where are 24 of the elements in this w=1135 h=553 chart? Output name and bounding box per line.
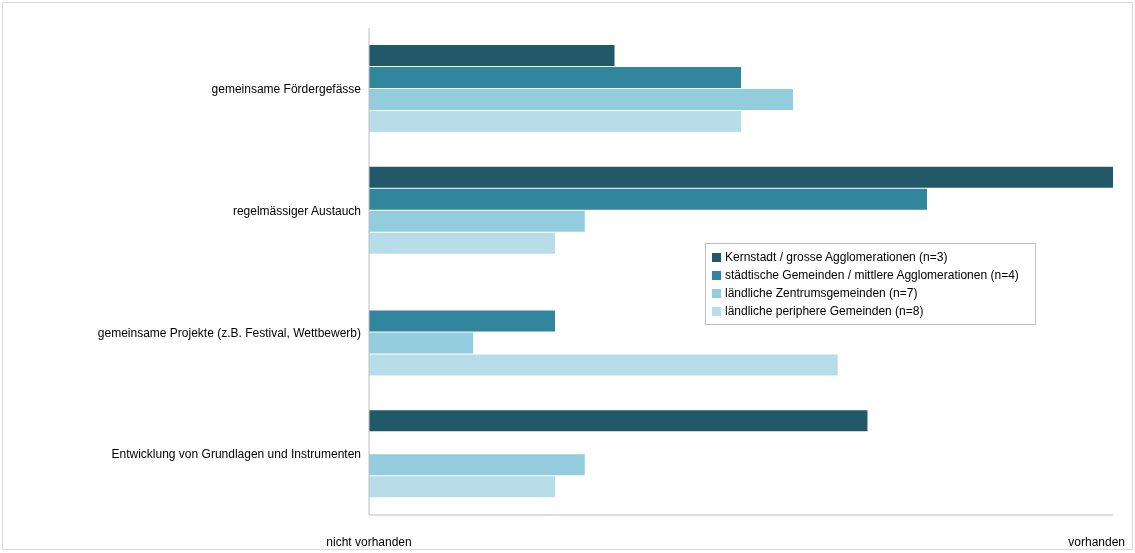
bar (369, 354, 838, 376)
bar (369, 410, 868, 432)
y-tick-label: regelmässiger Austauch (232, 203, 361, 218)
bar (369, 166, 1113, 188)
bar (369, 232, 555, 254)
legend-label: ländliche Zentrumsgemeinden (n=7) (725, 286, 918, 300)
bar (369, 188, 927, 210)
text: nicht vorhanden (326, 535, 412, 549)
bar (369, 210, 585, 232)
y-tick-label: gemeinsame Projekte (z.B. Festival, Wettbewerb) (97, 325, 361, 340)
legend-label: Kernstadt / grosse Agglomerationen (n=3) (725, 250, 948, 264)
bar (369, 454, 585, 476)
bar (369, 67, 741, 89)
bar (369, 332, 474, 354)
y-tick-label: Entwicklung von Grundlagen und Instrumenten (111, 447, 361, 462)
bar (369, 476, 555, 498)
y-tick-label: gemeinsame Fördergefässe (211, 82, 362, 97)
bar (369, 45, 615, 67)
bar (369, 310, 555, 332)
text: vorhanden (1068, 535, 1125, 549)
legend-label: städtische Gemeinden / mittlere Agglomerationen (n=4) (725, 268, 1019, 282)
bar (369, 111, 741, 133)
bar (369, 89, 794, 111)
legend-label: ländliche periphere Gemeinden (n=8) (725, 304, 924, 318)
